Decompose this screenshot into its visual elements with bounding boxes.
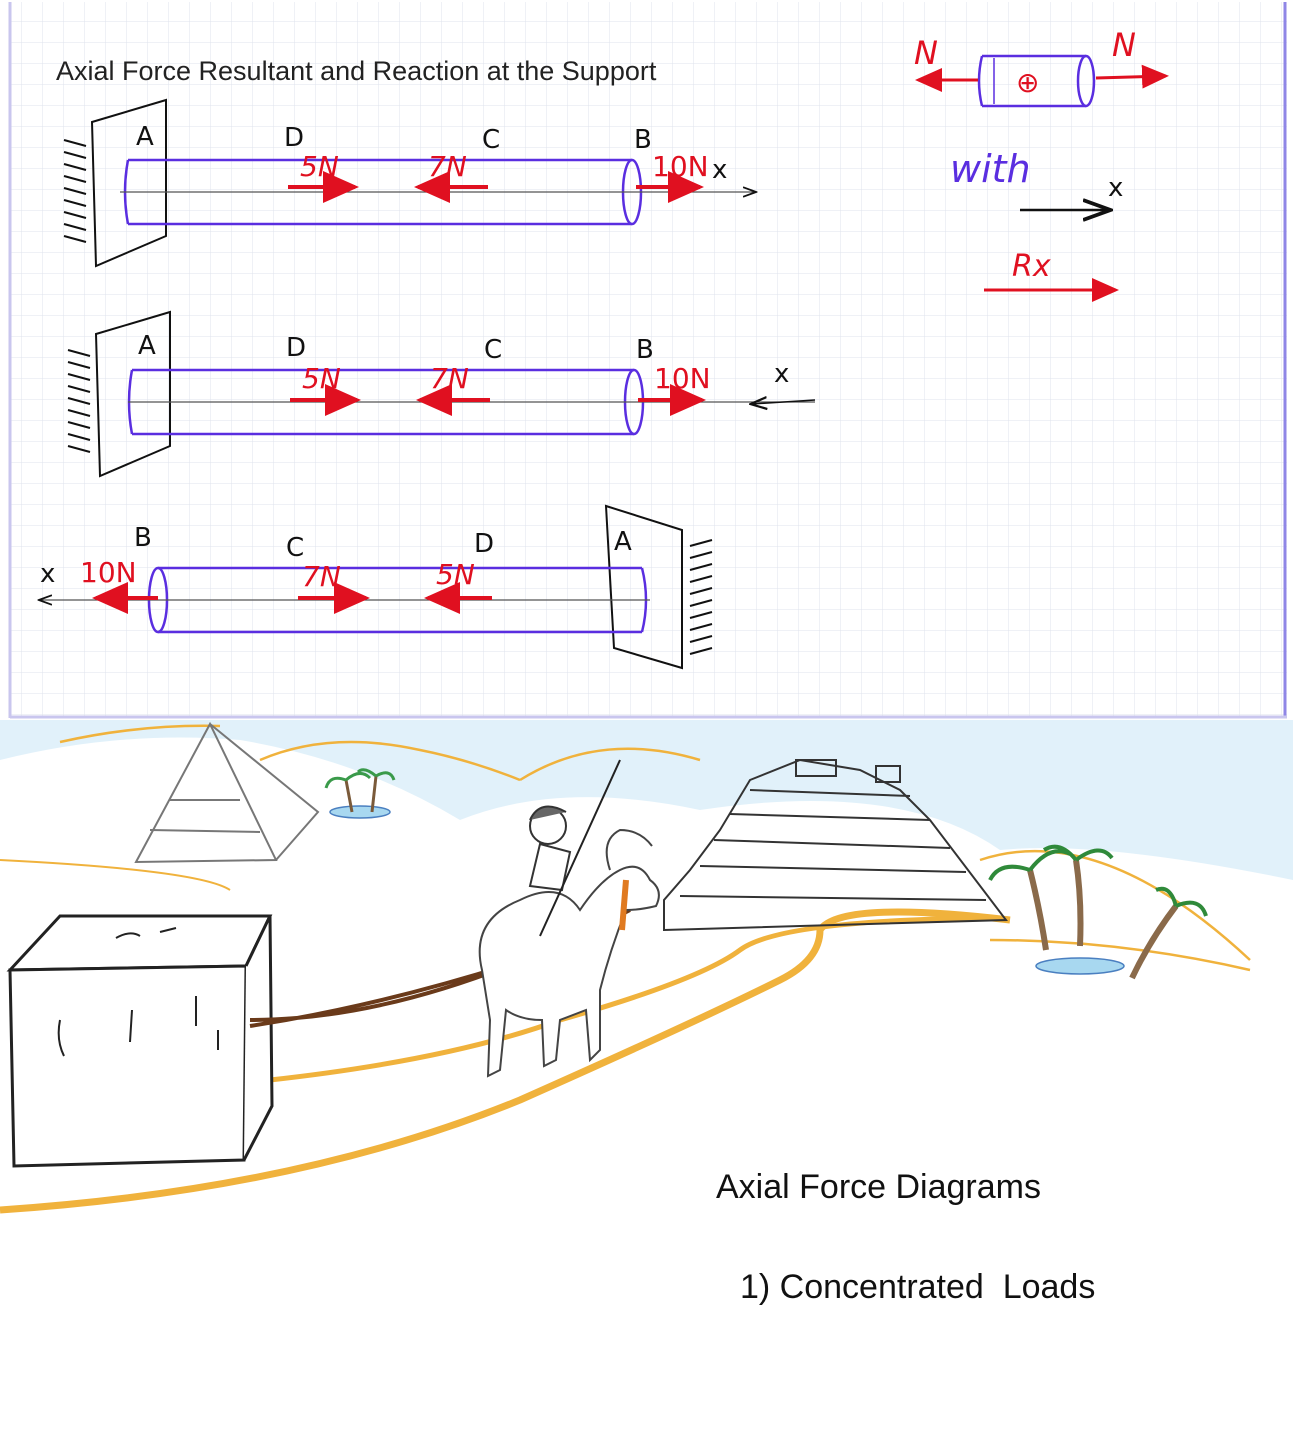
legend-with-text: with xyxy=(950,147,1031,191)
sky xyxy=(0,720,1293,880)
label-b-3: B xyxy=(134,523,152,553)
label-c-2: C xyxy=(484,335,502,365)
dune-line xyxy=(59,724,221,744)
force-label-d-3: 5N xyxy=(436,558,475,591)
force-label-b-1: 10N xyxy=(652,150,709,183)
label-d-3: D xyxy=(474,529,494,559)
force-label-b-2: 10N xyxy=(654,362,711,395)
force-label-b-3: 10N xyxy=(80,556,137,589)
axis-label-1: x xyxy=(712,155,727,185)
label-c-1: C xyxy=(482,125,500,155)
label-b-1: B xyxy=(634,125,652,155)
beam-1-diagram: A D C B 5N 7N 10N x xyxy=(63,98,755,268)
x-axis-arrow-2 xyxy=(752,400,816,404)
wall-support-2 xyxy=(94,310,171,478)
label-a-2: A xyxy=(138,331,156,361)
legend-n-left: N xyxy=(914,34,938,72)
rider xyxy=(528,759,621,937)
distant-oasis xyxy=(324,768,396,819)
camel xyxy=(478,828,660,1078)
slide-title: Axial Force Resultant and Reaction at th… xyxy=(56,56,657,86)
scene-heading: Axial Force Diagrams xyxy=(716,1168,1041,1206)
force-label-c-3: 7N xyxy=(302,560,341,593)
force-label-d-1: 5N xyxy=(300,150,339,183)
label-a-3: A xyxy=(614,527,632,557)
step-pyramid xyxy=(663,758,1008,932)
sign-convention-legend: N N ⊕ with x Rx xyxy=(914,26,1169,302)
wall-hatching-2 xyxy=(67,349,91,453)
label-b-2: B xyxy=(636,335,654,365)
label-d-2: D xyxy=(286,333,306,363)
wall-support-1 xyxy=(90,98,167,268)
legend-n-right: N xyxy=(1112,26,1136,64)
label-a-1: A xyxy=(136,122,154,152)
label-c-3: C xyxy=(286,533,304,563)
sand-road xyxy=(0,908,1011,1214)
axis-label-3: x xyxy=(40,559,55,589)
axis-label-2: x xyxy=(774,359,789,389)
wall-support-3 xyxy=(604,504,683,670)
beam-3-diagram: B C D A 10N 7N 5N x xyxy=(40,504,713,670)
label-d-1: D xyxy=(284,123,304,153)
legend-x-label: x xyxy=(1108,173,1123,203)
beam-2-diagram: A D C B 5N 7N 10N x xyxy=(67,310,816,478)
legend-arrow-right xyxy=(1095,64,1169,89)
scene-subheading: 1) Concentrated Loads xyxy=(740,1268,1096,1306)
grid-paper xyxy=(10,2,1287,718)
legend-reaction-label: Rx xyxy=(1012,249,1051,284)
force-label-c-2: 7N xyxy=(430,362,469,395)
small-pyramid xyxy=(134,721,320,864)
wall-hatching-3 xyxy=(689,539,713,655)
whiteboard-panel: A D C B 5N 7N 10N x A D C B 5N 7N 10N x xyxy=(0,0,1293,720)
force-label-c-1: 7N xyxy=(428,150,467,183)
palm-trees xyxy=(988,844,1208,980)
legend-element xyxy=(977,54,1086,108)
wall-hatching-1 xyxy=(63,139,87,243)
stone-block xyxy=(6,914,274,1168)
legend-plus-sign: ⊕ xyxy=(1016,66,1039,99)
force-label-d-2: 5N xyxy=(302,362,341,395)
desert-illustration xyxy=(0,720,1293,1444)
